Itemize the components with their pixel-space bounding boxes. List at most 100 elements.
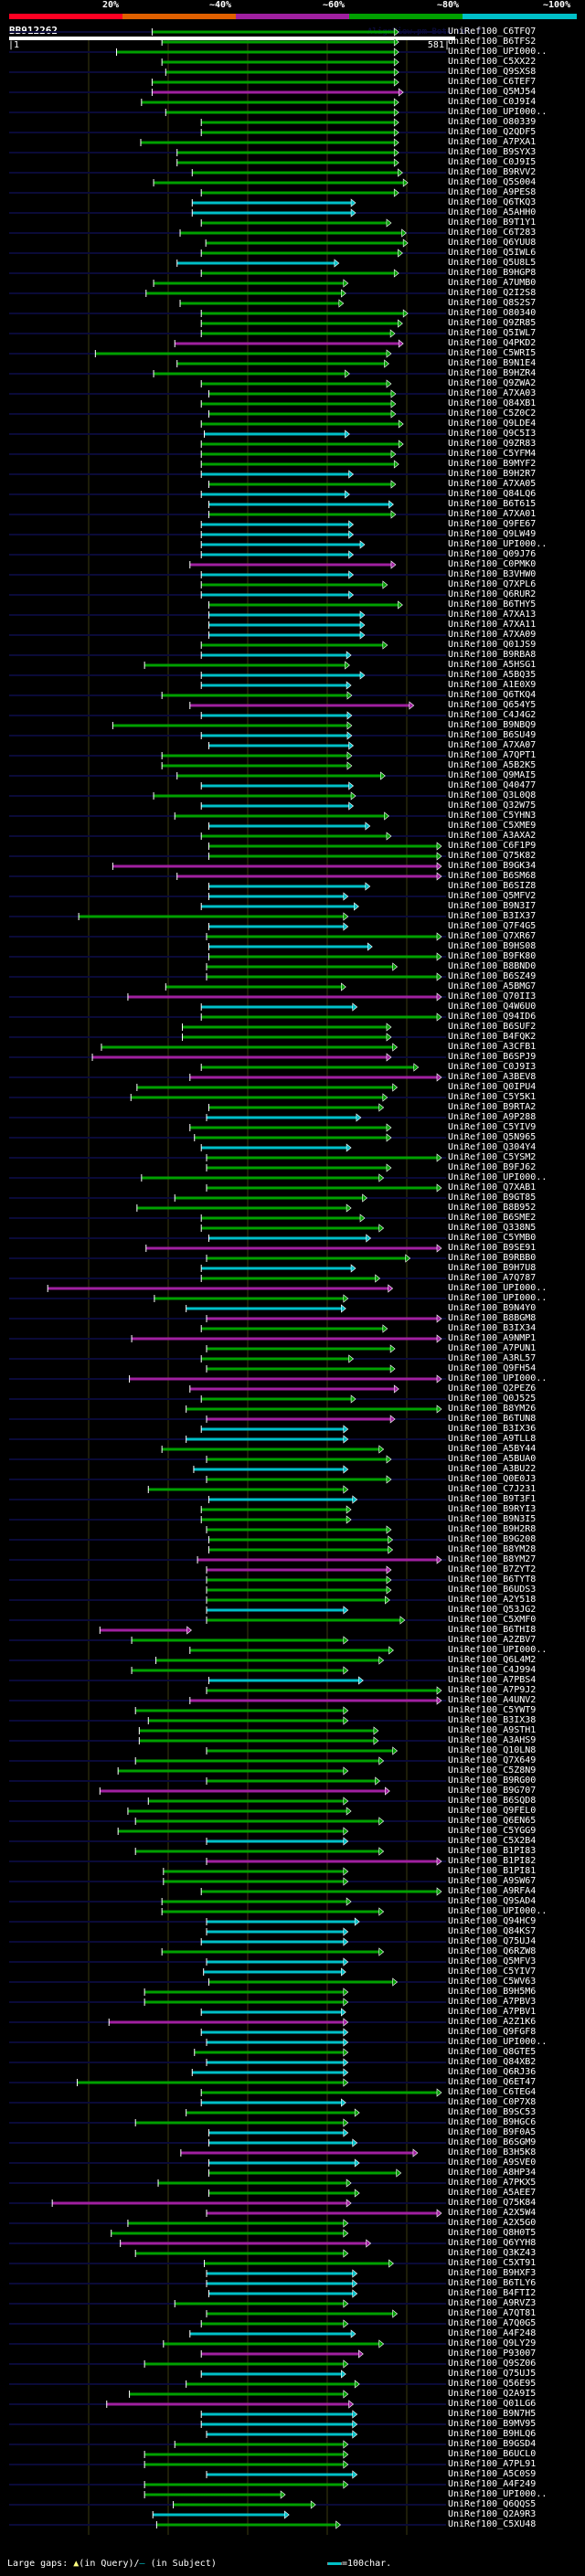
hit-label[interactable]: UniRef100_Q338N5 xyxy=(448,1223,537,1233)
hit-row[interactable] xyxy=(9,1394,446,1404)
hit-row[interactable] xyxy=(207,2189,360,2198)
hit-row[interactable] xyxy=(207,2128,349,2137)
hit-row[interactable] xyxy=(189,701,415,710)
hit-label[interactable]: UniRef100_A9TLL8 xyxy=(448,1434,537,1444)
hit-row[interactable] xyxy=(47,1284,394,1293)
hit-label[interactable]: UniRef100_B9N3I7 xyxy=(448,901,537,911)
hit-label[interactable]: UniRef100_C0J9I3 xyxy=(448,1062,537,1072)
hit-row[interactable] xyxy=(189,1123,392,1132)
hit-row[interactable] xyxy=(200,2410,358,2419)
hit-label[interactable]: UniRef100_P93007 xyxy=(448,2348,537,2359)
hit-label[interactable]: UniRef100_A9P288 xyxy=(448,1112,537,1122)
hit-label[interactable]: UniRef100_A2X5W4 xyxy=(448,2208,537,2218)
hit-row[interactable] xyxy=(200,419,404,429)
hit-row[interactable] xyxy=(9,2339,446,2348)
hit-row[interactable] xyxy=(9,892,446,901)
hit-row[interactable] xyxy=(144,661,350,670)
hit-label[interactable]: UniRef100_B8BND0 xyxy=(448,961,537,971)
hit-bar[interactable] xyxy=(208,2131,344,2135)
hit-row[interactable] xyxy=(9,1998,446,2007)
hit-row[interactable] xyxy=(9,1193,446,1203)
hit-label[interactable]: UniRef100_B9HXF3 xyxy=(448,2268,537,2278)
hit-bar[interactable] xyxy=(182,1035,387,1039)
hit-label[interactable]: UniRef100_B1PI82 xyxy=(448,1856,537,1866)
hit-row[interactable] xyxy=(200,2008,346,2017)
hit-row[interactable] xyxy=(200,2028,349,2037)
hit-bar[interactable] xyxy=(201,714,347,717)
hit-label[interactable]: UniRef100_C5WRI5 xyxy=(448,348,537,358)
hit-label[interactable]: UniRef100_B9SYX3 xyxy=(448,147,537,157)
hit-row[interactable] xyxy=(9,228,446,238)
hit-label[interactable]: UniRef100_C5YHN3 xyxy=(448,811,537,821)
hit-bar[interactable] xyxy=(192,2071,344,2074)
hit-label[interactable]: UniRef100_Q9LDE4 xyxy=(448,419,537,429)
hit-bar[interactable] xyxy=(201,1146,347,1150)
hit-label[interactable]: UniRef100_A5BY44 xyxy=(448,1444,537,1454)
hit-label[interactable]: UniRef100_Q9MAI5 xyxy=(448,770,537,780)
hit-bar[interactable] xyxy=(189,1387,395,1391)
hit-bar[interactable] xyxy=(208,412,391,416)
hit-label[interactable]: UniRef100_Q09J76 xyxy=(448,549,537,559)
hit-label[interactable]: UniRef100_Q654Y5 xyxy=(448,700,537,710)
hit-label[interactable]: UniRef100_B8BGM8 xyxy=(448,1313,537,1323)
hit-label[interactable]: UniRef100_O80340 xyxy=(448,308,537,318)
hit-bar[interactable] xyxy=(201,1940,344,1944)
hit-bar[interactable] xyxy=(208,854,437,858)
hit-row[interactable] xyxy=(9,2480,446,2489)
hit-label[interactable]: UniRef100_UPI000.. xyxy=(448,1293,548,1303)
hit-row[interactable] xyxy=(152,2510,290,2519)
hit-row[interactable] xyxy=(9,771,446,780)
hit-row[interactable] xyxy=(9,510,446,519)
hit-row[interactable] xyxy=(9,2500,446,2509)
hit-label[interactable]: UniRef100_Q5IWL6 xyxy=(448,248,537,258)
hit-bar[interactable] xyxy=(201,452,391,456)
hit-bar[interactable] xyxy=(152,30,395,34)
hit-row[interactable] xyxy=(207,500,394,509)
hit-bar[interactable] xyxy=(173,2503,312,2507)
hit-row[interactable] xyxy=(206,1344,396,1353)
hit-bar[interactable] xyxy=(176,161,395,164)
hit-row[interactable] xyxy=(200,399,397,408)
hit-bar[interactable] xyxy=(208,1498,353,1501)
hit-label[interactable]: UniRef100_B9T3F1 xyxy=(448,1494,537,1504)
hit-row[interactable] xyxy=(207,1545,394,1554)
hit-label[interactable]: UniRef100_B9HGC6 xyxy=(448,2117,537,2127)
hit-label[interactable]: UniRef100_B6SUF2 xyxy=(448,1022,537,1032)
hit-bar[interactable] xyxy=(148,1719,344,1723)
hit-bar[interactable] xyxy=(207,1317,437,1320)
hit-label[interactable]: UniRef100_C6TFQ7 xyxy=(448,27,537,37)
hit-label[interactable]: UniRef100_B3IX37 xyxy=(448,911,537,921)
hit-label[interactable]: UniRef100_UPI000.. xyxy=(448,2037,548,2047)
hit-row[interactable] xyxy=(9,2078,446,2087)
hit-label[interactable]: UniRef100_Q0IPU4 xyxy=(448,1082,537,1092)
hit-bar[interactable] xyxy=(127,2221,344,2225)
hit-row[interactable] xyxy=(186,2108,360,2117)
hit-bar[interactable] xyxy=(111,2231,344,2235)
hit-label[interactable]: UniRef100_B9RVV2 xyxy=(448,167,537,177)
hit-label[interactable]: UniRef100_UPI000.. xyxy=(448,1373,548,1383)
hit-row[interactable] xyxy=(200,1425,349,1434)
hit-row[interactable] xyxy=(9,2460,446,2469)
hit-row[interactable] xyxy=(9,1455,446,1464)
hit-bar[interactable] xyxy=(201,251,399,255)
hit-label[interactable]: UniRef100_Q0E0J3 xyxy=(448,1474,537,1484)
hit-row[interactable] xyxy=(9,329,446,338)
hit-bar[interactable] xyxy=(201,905,355,908)
hit-bar[interactable] xyxy=(208,1538,388,1542)
hit-bar[interactable] xyxy=(207,1156,437,1160)
hit-bar[interactable] xyxy=(207,1860,437,1863)
hit-row[interactable] xyxy=(9,791,446,800)
hit-bar[interactable] xyxy=(144,2000,344,2004)
hit-row[interactable] xyxy=(206,962,399,971)
hit-bar[interactable] xyxy=(201,332,391,335)
hit-label[interactable]: UniRef100_Q9LW49 xyxy=(448,529,537,539)
hit-label[interactable]: UniRef100_B8YM28 xyxy=(448,1544,537,1554)
hit-label[interactable]: UniRef100_A7XA13 xyxy=(448,610,537,620)
hit-bar[interactable] xyxy=(163,2342,379,2346)
hit-label[interactable]: UniRef100_UPI000.. xyxy=(448,1645,548,1655)
hit-label[interactable]: UniRef100_C0PMK0 xyxy=(448,559,537,569)
hit-row[interactable] xyxy=(147,1485,349,1494)
hit-label[interactable]: UniRef100_C5XMF0 xyxy=(448,1615,537,1625)
hit-row[interactable] xyxy=(161,37,399,47)
hit-row[interactable] xyxy=(9,108,446,117)
